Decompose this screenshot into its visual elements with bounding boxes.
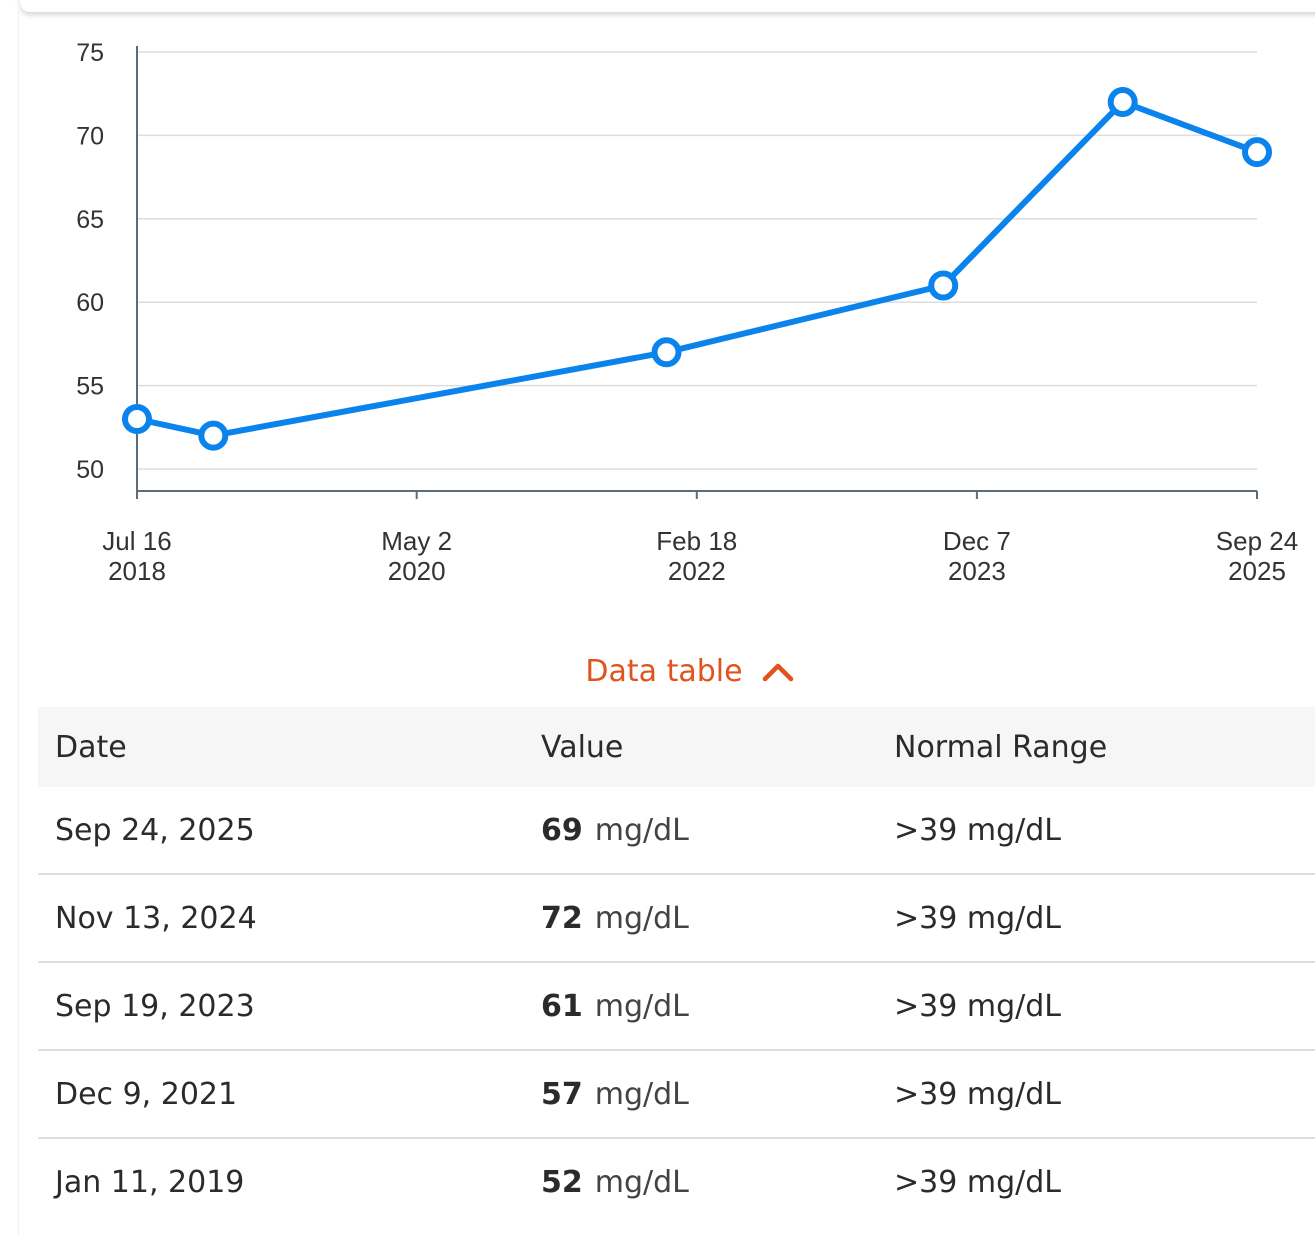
row-date: Sep 19, 2023	[55, 988, 255, 1024]
row-normal-range: >39 mg/dL	[894, 812, 1061, 848]
value-number: 57	[541, 1076, 583, 1112]
data-point	[928, 270, 959, 301]
value-number: 69	[541, 812, 583, 848]
value-unit: mg/dL	[594, 1164, 689, 1200]
row-date: Dec 9, 2021	[55, 1076, 238, 1112]
x-tick-label: 2020	[388, 556, 446, 586]
y-tick-label: 60	[76, 289, 104, 317]
y-tick-label: 70	[76, 122, 104, 150]
chevron-up-icon	[761, 661, 795, 683]
table-row: Sep 24, 2025 69 mg/dL >39 mg/dL	[38, 787, 1315, 875]
table-body: Sep 24, 2025 69 mg/dL >39 mg/dL Nov 13, …	[38, 787, 1315, 1225]
row-normal-range: >39 mg/dL	[894, 1076, 1061, 1112]
row-date: Sep 24, 2025	[55, 812, 255, 848]
data-point	[651, 337, 682, 368]
data-point	[198, 420, 229, 451]
data-point	[1107, 87, 1138, 118]
row-value: 57 mg/dL	[541, 1051, 689, 1137]
data-point	[122, 403, 152, 434]
value-number: 61	[541, 988, 583, 1024]
row-value: 61 mg/dL	[541, 963, 689, 1049]
x-tick-label: Sep 24	[1216, 526, 1298, 556]
data-table-toggle-label: Data table	[585, 654, 743, 689]
y-tick-label: 75	[76, 39, 104, 67]
table-header: Date Value Normal Range	[38, 707, 1315, 787]
row-normal-range: >39 mg/dL	[894, 988, 1061, 1024]
x-tick-label: Jul 16	[102, 526, 171, 556]
value-number: 72	[541, 900, 583, 936]
table-row: Nov 13, 2024 72 mg/dL >39 mg/dL	[38, 875, 1315, 963]
data-table: Date Value Normal Range Sep 24, 2025 69 …	[38, 707, 1315, 1225]
row-normal-range: >39 mg/dL	[894, 1164, 1061, 1200]
row-date: Nov 13, 2024	[55, 900, 257, 936]
table-row: Jan 11, 2019 52 mg/dL >39 mg/dL	[38, 1139, 1315, 1225]
x-tick-label: 2025	[1228, 556, 1286, 586]
header-date: Date	[55, 729, 127, 765]
header-value: Value	[541, 729, 624, 765]
left-divider	[18, 10, 19, 1235]
previous-card-edge	[20, 0, 1315, 12]
y-tick-label: 55	[76, 373, 104, 401]
x-tick-label: May 2	[381, 526, 452, 556]
value-unit: mg/dL	[594, 1076, 689, 1112]
value-unit: mg/dL	[594, 812, 689, 848]
y-tick-label: 65	[76, 206, 104, 234]
table-row: Sep 19, 2023 61 mg/dL >39 mg/dL	[38, 963, 1315, 1051]
value-unit: mg/dL	[594, 900, 689, 936]
value-number: 52	[541, 1164, 583, 1200]
table-row: Dec 9, 2021 57 mg/dL >39 mg/dL	[38, 1051, 1315, 1139]
row-normal-range: >39 mg/dL	[894, 900, 1061, 936]
row-value: 69 mg/dL	[541, 787, 689, 873]
row-value: 52 mg/dL	[541, 1139, 689, 1225]
x-tick-label: 2022	[668, 556, 726, 586]
data-table-toggle[interactable]: Data table	[0, 654, 1315, 689]
y-tick-label: 50	[76, 456, 104, 484]
data-point	[1242, 137, 1272, 168]
row-value: 72 mg/dL	[541, 875, 689, 961]
x-tick-label: Dec 7	[943, 526, 1011, 556]
row-date: Jan 11, 2019	[55, 1164, 245, 1200]
x-tick-label: Feb 18	[656, 526, 737, 556]
x-tick-label: 2018	[108, 556, 166, 586]
value-unit: mg/dL	[594, 988, 689, 1024]
header-normal-range: Normal Range	[894, 729, 1108, 765]
x-tick-label: 2023	[948, 556, 1006, 586]
